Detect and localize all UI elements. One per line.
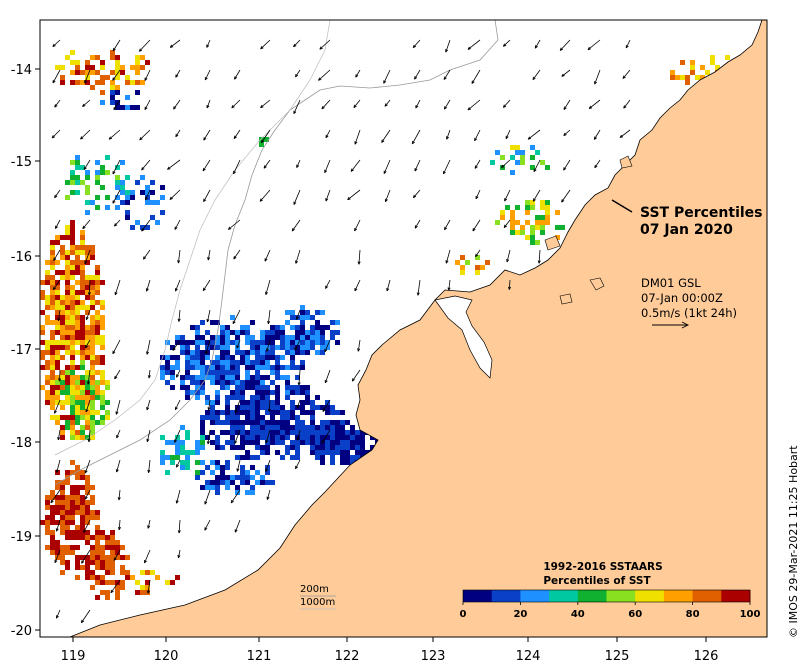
legend-swatch xyxy=(663,590,694,602)
x-tick-label: 126 xyxy=(694,649,719,664)
credit-text: © IMOS 29-Mar-2021 11:25 Hobart xyxy=(787,445,800,638)
legend-title-1: 1992-2016 SSTAARS xyxy=(543,561,662,573)
legend-colorbar xyxy=(462,589,751,603)
x-tick-label: 123 xyxy=(421,649,446,664)
isobath-legend: 200m 1000m xyxy=(300,584,336,610)
legend-swatch xyxy=(549,590,579,602)
legend-tick-label: 40 xyxy=(571,609,585,620)
land-mass xyxy=(69,20,767,637)
sst-percentile-pixels xyxy=(40,50,755,600)
isobath-1000m xyxy=(54,20,331,456)
legend-swatch xyxy=(606,590,636,602)
legend-tick-label: 80 xyxy=(686,609,700,620)
y-tick-label: -15 xyxy=(11,155,32,170)
current-vectors xyxy=(50,39,631,624)
scale-arrow-icon xyxy=(652,321,690,329)
legend-swatch xyxy=(635,590,665,602)
legend-swatch xyxy=(721,590,751,602)
legend-title-2: Percentiles of SST xyxy=(543,575,651,587)
legend-swatch xyxy=(491,590,521,602)
y-tick-label: -17 xyxy=(11,343,32,358)
y-tick-label: -18 xyxy=(11,436,32,451)
x-tick-label: 124 xyxy=(516,649,541,664)
legend-swatch xyxy=(692,590,722,602)
islands xyxy=(544,155,633,305)
color-legend: 1992-2016 SSTAARS Percentiles of SST 0 20… xyxy=(460,561,761,620)
current-info-source: DM01 GSL xyxy=(641,276,701,290)
map-title: SST Percentiles 07 Jan 2020 xyxy=(611,199,763,238)
isobath-label-1000m: 1000m xyxy=(300,597,335,608)
legend-swatch xyxy=(463,590,493,602)
legend-ticks: 0 20 40 60 80 100 xyxy=(460,602,761,620)
legend-swatch xyxy=(577,590,607,602)
y-tick-label: -16 xyxy=(11,250,32,265)
isobath-label-200m: 200m xyxy=(300,584,329,595)
y-tick-label: -20 xyxy=(11,624,32,639)
x-tick-label: 120 xyxy=(154,649,179,664)
y-tick-label: -14 xyxy=(11,63,32,78)
x-tick-label: 125 xyxy=(605,649,630,664)
x-tick-label: 119 xyxy=(61,649,86,664)
inlet xyxy=(434,295,493,379)
y-axis: -14 -15 -16 -17 -18 -19 -20 xyxy=(11,63,40,639)
isobath-200m xyxy=(54,20,499,486)
legend-tick-label: 100 xyxy=(740,609,761,620)
plot-frame xyxy=(39,19,768,638)
legend-swatch xyxy=(520,590,550,602)
current-info: DM01 GSL 07-Jan 00:00Z 0.5m/s (1kt 24h) xyxy=(641,276,737,329)
title-line-1: SST Percentiles xyxy=(640,205,763,221)
legend-tick-label: 20 xyxy=(513,609,527,620)
x-tick-label: 122 xyxy=(335,649,360,664)
current-info-scale: 0.5m/s (1kt 24h) xyxy=(641,306,737,320)
x-tick-label: 121 xyxy=(247,649,272,664)
x-axis: 119 120 121 122 123 124 125 126 xyxy=(61,637,719,664)
current-info-time: 07-Jan 00:00Z xyxy=(641,291,723,305)
title-line-2: 07 Jan 2020 xyxy=(640,222,733,238)
y-tick-label: -19 xyxy=(11,530,32,545)
legend-tick-label: 60 xyxy=(628,609,642,620)
legend-tick-label: 0 xyxy=(460,609,467,620)
